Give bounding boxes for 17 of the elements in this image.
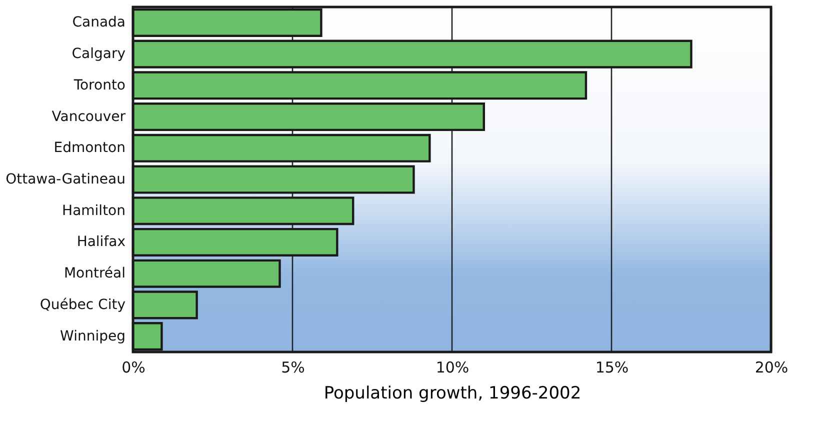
x-tick-label: 0% (122, 358, 146, 376)
x-tick-label: 15% (595, 358, 629, 376)
x-axis-title: Population growth, 1996-2002 (324, 384, 582, 404)
y-tick-label: Halifax (76, 234, 126, 250)
y-tick-label: Edmonton (54, 140, 126, 156)
y-tick-label: Winnipeg (60, 328, 126, 344)
y-tick-label: Hamilton (62, 202, 126, 219)
y-tick-label: Ottawa-Gatineau (6, 172, 126, 188)
y-tick-label: Vancouver (52, 108, 126, 125)
y-tick-label: Toronto (72, 77, 126, 94)
y-tick-label: Québec City (40, 296, 126, 313)
y-tick-label: Canada (72, 14, 126, 31)
x-tick-label: 20% (754, 358, 788, 376)
x-tick-label: 10% (436, 358, 470, 376)
y-tick-label: Calgary (72, 46, 126, 62)
y-tick-label: Montréal (64, 266, 126, 282)
x-tick-label: 5% (281, 358, 305, 376)
